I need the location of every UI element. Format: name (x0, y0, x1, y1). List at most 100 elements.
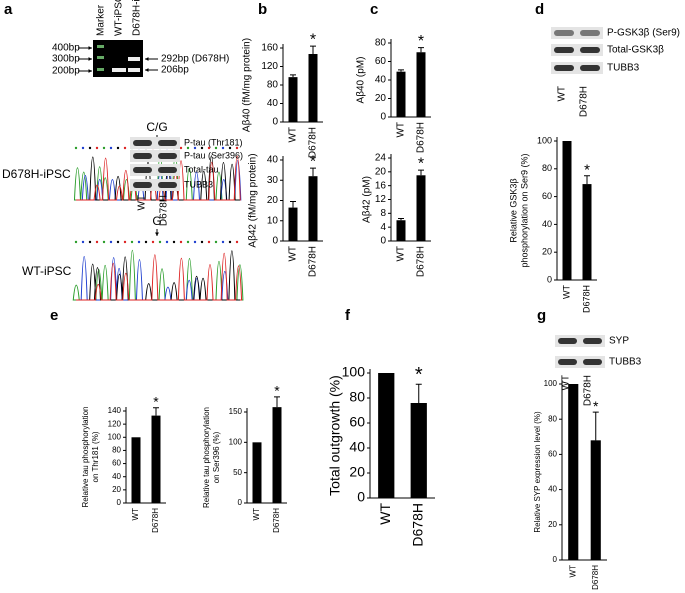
y-tick-label: 30 (267, 175, 279, 186)
y-axis-label: Aβ42 (fM/mg protein) (248, 153, 259, 247)
error-bar (153, 407, 159, 416)
x-tick-label: WT (288, 246, 299, 262)
blot-band (558, 359, 577, 365)
base-dot (214, 146, 218, 150)
base-dot (172, 240, 176, 244)
significance-mark: * (153, 394, 159, 410)
error-bar (415, 383, 422, 403)
gel-band (112, 68, 126, 72)
arrow-head (88, 46, 92, 50)
base-dot (200, 240, 204, 244)
blot-row-label: TUBB3 (609, 357, 642, 368)
arrow-head (88, 69, 92, 73)
gel-band (97, 56, 104, 59)
error-bar (398, 218, 404, 221)
y-tick-label: 120 (261, 61, 278, 72)
y-tick-label: 40 (112, 472, 121, 481)
base-dot (74, 146, 78, 150)
blot-band (158, 140, 177, 146)
bar (568, 384, 579, 560)
blot-row-label: TUBB3 (607, 63, 640, 74)
x-tick-label: D678H (581, 285, 591, 313)
blot-band (580, 47, 600, 53)
panel-letter: d (535, 1, 544, 18)
blot-band (133, 167, 152, 173)
base-dot (81, 146, 85, 150)
significance-mark: * (418, 155, 424, 172)
bar (308, 176, 318, 241)
y-tick-label: 80 (542, 163, 552, 173)
y-axis-label: Relative tau phosphorylation (202, 407, 211, 508)
y-tick-label: 50 (233, 468, 242, 477)
y-tick-label: 0 (553, 555, 558, 564)
y-tick-label: 10 (267, 215, 279, 226)
y-tick-label: 160 (261, 43, 278, 54)
base-dot (207, 240, 211, 244)
y-tick-label: 20 (548, 520, 557, 529)
bar (151, 415, 161, 503)
error-bar (290, 74, 296, 78)
blot-row-label: P-tau (Thr181) (184, 137, 243, 147)
x-tick-label: D678H (591, 565, 600, 590)
blot-band (158, 182, 177, 188)
blot-band (580, 65, 600, 71)
y-tick-label: 40 (542, 219, 552, 229)
bar (252, 442, 262, 503)
blot-lane-label: D678H (579, 86, 590, 117)
error-bar (418, 47, 424, 53)
base-dot (193, 146, 197, 150)
base-dot (88, 146, 92, 150)
blot-band (133, 140, 152, 146)
y-axis-label: on Ser396 (%) (212, 431, 221, 483)
blot-row-label: Total-GSK3β (607, 45, 664, 56)
arrow-head (155, 232, 159, 236)
y-tick-label: 60 (375, 56, 387, 67)
y-axis-label: on Thr181 (%) (91, 431, 100, 482)
blot-band (558, 338, 577, 344)
y-axis-label: Aβ42 (pM) (362, 176, 373, 223)
base-label: G (152, 214, 161, 228)
gel-lane-label: WT-iPSC (114, 0, 125, 36)
base-label: C/G (146, 120, 167, 134)
bar (582, 184, 592, 280)
gel-lane-label: D678H-iPSC (132, 0, 143, 36)
base-dot (221, 240, 225, 244)
y-tick-label: 20 (375, 166, 387, 177)
blot-band (580, 30, 600, 36)
y-tick-label: 4 (380, 222, 386, 233)
x-tick-label: D678H (409, 503, 425, 547)
gel-size-label: 200bp (52, 66, 80, 77)
base-dot (228, 146, 232, 150)
x-tick-label: WT (252, 508, 261, 521)
x-tick-label: WT (131, 508, 140, 521)
significance-mark: * (584, 161, 590, 178)
y-axis-label: Relative tau phosphorylation (81, 407, 90, 508)
blot-band (554, 30, 574, 36)
error-bar (584, 175, 590, 185)
sample-label: WT-iPSC (22, 264, 72, 278)
y-tick-label: 20 (349, 464, 365, 480)
base-dot (200, 146, 204, 150)
y-tick-label: 20 (542, 247, 552, 257)
panel-letter: e (50, 307, 58, 324)
significance-mark: * (415, 364, 423, 386)
significance-mark: * (593, 398, 599, 414)
blot-band (583, 338, 602, 344)
base-dot (123, 240, 127, 244)
y-tick-label: 0 (238, 498, 243, 507)
blot-row-label: SYP (609, 336, 629, 347)
y-tick-label: 80 (267, 80, 279, 91)
y-tick-label: 40 (349, 439, 365, 455)
x-tick-label: D678H (416, 246, 427, 277)
base-dot (193, 240, 197, 244)
y-tick-label: 60 (548, 450, 557, 459)
base-dot (214, 240, 218, 244)
y-tick-label: 0 (272, 117, 278, 128)
bar (416, 175, 426, 241)
panel-letter: f (345, 307, 351, 324)
x-tick-label: WT (568, 565, 577, 578)
base-dot (81, 240, 85, 244)
bar (396, 220, 406, 241)
blot-band (133, 182, 152, 188)
